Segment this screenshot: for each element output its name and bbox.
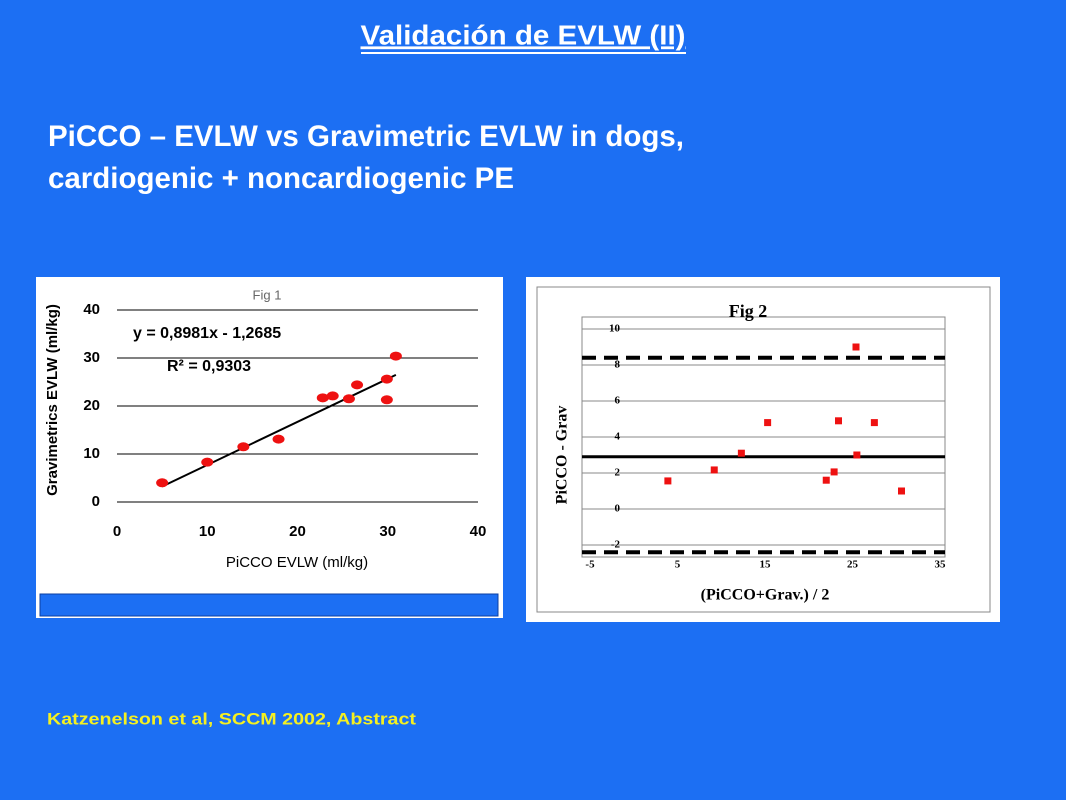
chart-title: Fig 2	[729, 301, 768, 321]
y-tick-label: 6	[615, 395, 621, 407]
data-point	[822, 476, 830, 484]
x-tick-label: 15	[760, 559, 772, 571]
data-point	[710, 466, 718, 474]
data-point	[870, 419, 878, 427]
data-point	[326, 391, 339, 401]
x-tick-label: 0	[113, 523, 121, 540]
y-tick-label: 4	[615, 431, 621, 443]
data-point	[898, 487, 905, 495]
x-tick-label: 30	[379, 523, 396, 540]
data-point	[852, 343, 860, 351]
citation: Katzenelson et al, SCCM 2002, Abstract	[47, 709, 416, 728]
data-point	[764, 419, 772, 427]
y-tick-label: 10	[609, 323, 621, 335]
y-tick-label: 10	[83, 445, 100, 462]
data-point	[272, 434, 285, 444]
data-point	[156, 478, 169, 488]
data-point	[237, 442, 250, 452]
y-tick-label: 40	[83, 301, 100, 318]
x-tick-label: 25	[847, 559, 859, 571]
y-tick-label: 20	[83, 397, 100, 414]
y-tick-label: 2	[615, 467, 621, 479]
x-tick-label: 40	[470, 523, 487, 540]
subtitle-line: cardiogenic + noncardiogenic PE	[48, 162, 514, 195]
x-tick-label: -5	[585, 559, 595, 571]
data-point	[664, 477, 672, 485]
data-point	[201, 457, 214, 467]
panel-bar	[39, 593, 499, 617]
y-tick-label: 8	[615, 359, 621, 371]
data-point	[389, 351, 402, 361]
y-axis-label: Gravimetrics EVLW (ml/kg)	[44, 304, 61, 496]
data-point	[853, 451, 861, 459]
data-point	[342, 394, 355, 404]
y-axis-label: PiCCO - Grav	[554, 406, 571, 505]
x-tick-label: 10	[199, 523, 216, 540]
data-point	[830, 468, 838, 476]
slide-title: Validación de EVLW (II)	[361, 19, 686, 50]
panel-frame	[536, 286, 991, 613]
y-tick-label: -2	[611, 539, 621, 551]
subtitle-line: PiCCO – EVLW vs Gravimetric EVLW in dogs…	[48, 120, 684, 153]
fit-line	[161, 373, 397, 488]
data-point	[380, 374, 393, 384]
y-tick-label: 30	[83, 349, 100, 366]
x-tick-label: 20	[289, 523, 306, 540]
data-point	[737, 449, 745, 457]
data-point	[316, 393, 329, 403]
data-point	[835, 417, 842, 425]
data-point	[351, 380, 364, 390]
chart-title: Fig 1	[253, 287, 282, 302]
y-tick-label: 0	[615, 503, 621, 515]
x-tick-label: 5	[675, 559, 681, 571]
data-point	[380, 395, 393, 405]
figure-panel	[36, 277, 503, 618]
x-tick-label: 35	[935, 559, 947, 571]
y-tick-label: 0	[92, 493, 100, 510]
x-axis-label: (PiCCO+Grav.) / 2	[701, 587, 830, 604]
figure-panel	[526, 277, 1000, 622]
x-axis-label: PiCCO EVLW (ml/kg)	[226, 554, 368, 571]
fit-equation: y = 0,8981x - 1,2685	[133, 325, 281, 342]
r-squared: R² = 0,9303	[167, 358, 251, 375]
